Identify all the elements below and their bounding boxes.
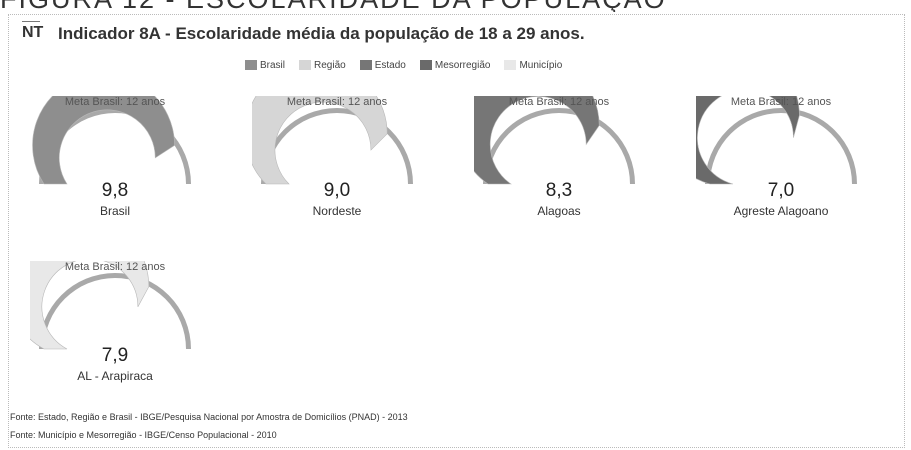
gauge-place-label: Agreste Alagoano [733, 204, 829, 218]
legend-swatch-brasil [245, 60, 257, 70]
cropped-page-heading: FIGURA 12 - ESCOLARIDADE DA POPULAÇÃO [0, 0, 911, 12]
gauge-value-fill [474, 96, 600, 185]
chart-panel [8, 14, 905, 448]
legend-label-regiao: Região [314, 59, 346, 71]
gauge-value: 7,9 [101, 345, 129, 366]
legend-item-regiao: Região [299, 60, 346, 71]
gauge-place-label: AL - Arapiraca [77, 369, 153, 383]
gauge-value-fill [252, 96, 388, 185]
legend-label-estado: Estado [374, 59, 406, 71]
gauge-place-label: Nordeste [312, 204, 362, 218]
legend-label-mesorregiao: Mesorregião [434, 59, 491, 71]
gauge-value: 9,0 [323, 180, 351, 201]
gauge-alagoas: Meta Brasil: 12 anos 8,3 Alagoas [474, 96, 674, 241]
gauge-arc-arapiraca [30, 261, 191, 350]
gauge-place-label: Brasil [99, 204, 130, 218]
legend-swatch-estado [359, 60, 372, 70]
legend-item-brasil: Brasil [245, 60, 285, 71]
legend: Brasil Região Estado Mesorregião Municíp… [245, 58, 562, 72]
gauge-goal-label: Meta Brasil: 12 anos [64, 261, 166, 273]
gauge-value: 7,0 [767, 180, 795, 201]
gauge-place-label: Alagoas [537, 204, 581, 218]
gauge-goal-ring [705, 108, 857, 184]
gauge-goal-ring [483, 108, 635, 184]
gauge-arc-nordeste [252, 96, 413, 185]
source-note-pnad: Fonte: Estado, Região e Brasil - IBGE/Pe… [10, 412, 408, 422]
source-note-censo: Fonte: Município e Mesorregião - IBGE/Ce… [10, 430, 277, 440]
gauge-value-fill [32, 96, 175, 185]
legend-item-municipio: Município [504, 60, 562, 71]
legend-swatch-municipio [504, 60, 517, 70]
legend-label-municipio: Município [519, 59, 563, 71]
gauge-goal-label: Meta Brasil: 12 anos [508, 96, 610, 108]
legend-item-estado: Estado [359, 59, 406, 71]
gauge-value-fill [30, 261, 150, 350]
legend-swatch-regiao [299, 60, 312, 70]
gauge-value-fill [696, 96, 800, 185]
chart-title: Indicador 8A - Escolaridade média da pop… [58, 24, 585, 43]
gauge-arc-alagoas [474, 96, 635, 185]
gauge-arc-brasil [32, 96, 191, 185]
nt-badge: NT [22, 21, 44, 41]
gauge-nordeste: Meta Brasil: 12 anos 9,0 Nordeste [252, 96, 452, 241]
gauge-goal-label: Meta Brasil: 12 anos [286, 96, 388, 108]
gauge-goal-label: Meta Brasil: 12 anos [64, 96, 166, 108]
gauge-value: 8,3 [545, 180, 573, 201]
gauge-agreste-alagoano: Meta Brasil: 12 anos 7,0 Agreste Alagoan… [696, 96, 896, 241]
legend-label-brasil: Brasil [260, 59, 286, 71]
gauge-brasil: Meta Brasil: 12 anos 9,8 Brasil [30, 96, 230, 241]
legend-item-mesorregiao: Mesorregião [419, 59, 491, 71]
gauge-goal-ring [39, 273, 191, 349]
gauge-arc-agreste-alagoano [696, 96, 857, 185]
gauge-goal-label: Meta Brasil: 12 anos [730, 96, 832, 108]
gauge-value: 9,8 [101, 180, 129, 201]
legend-swatch-mesorregiao [419, 60, 432, 70]
gauge-arapiraca: Meta Brasil: 12 anos 7,9 AL - Arapiraca [30, 261, 230, 406]
